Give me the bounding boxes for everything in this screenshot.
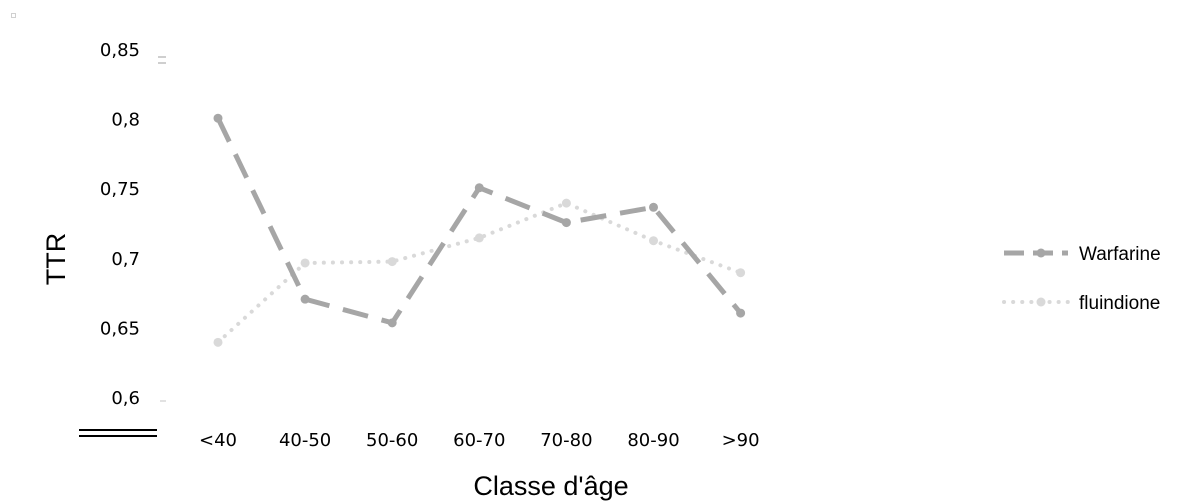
legend-marker-warfarine: [1036, 248, 1046, 258]
data-point-warfarine: [649, 202, 658, 212]
series-line-warfarine: [215, 117, 743, 326]
series-line-fluindione: [216, 200, 743, 345]
data-point-fluindione: [561, 198, 571, 208]
y-tick-label: 0,7: [111, 249, 140, 270]
data-point-warfarine: [300, 294, 310, 304]
data-point-fluindione: [387, 257, 397, 267]
legend: Warfarine fluindione: [1002, 244, 1161, 314]
legend-label-warfarine: Warfarine: [1079, 244, 1161, 265]
y-tick-label: 0,65: [100, 318, 140, 339]
legend-marker-fluindione: [1036, 297, 1046, 307]
data-point-fluindione: [300, 258, 310, 268]
data-point-fluindione: [213, 337, 223, 347]
x-tick-label: 70-80: [540, 430, 592, 451]
y-axis-ticks: 0,85 0,8 0,75 0,7 0,65 0,6: [100, 40, 140, 409]
data-point-warfarine: [213, 113, 223, 123]
data-point-warfarine: [387, 318, 397, 328]
x-tick-label: >90: [722, 430, 760, 451]
x-axis-title: Classe d'âge: [473, 471, 628, 501]
x-tick-label: 60-70: [453, 430, 505, 451]
data-point-fluindione: [649, 236, 658, 246]
data-point-warfarine: [474, 183, 484, 193]
x-axis-ticks: <40 40-50 50-60 60-70 70-80 80-90 >90: [199, 430, 760, 451]
y-tick-label: 0,8: [111, 110, 140, 131]
series-layer: [213, 113, 746, 347]
y-tick-label: 0,75: [100, 179, 140, 200]
corner-handle: [11, 13, 16, 18]
x-tick-label: <40: [199, 430, 237, 451]
data-point-fluindione: [736, 268, 746, 278]
x-tick-label: 80-90: [627, 430, 679, 451]
x-tick-label: 40-50: [279, 430, 331, 451]
axis-decorations: [79, 56, 166, 437]
data-point-fluindione: [474, 233, 484, 243]
legend-label-fluindione: fluindione: [1079, 293, 1160, 314]
y-axis-title: TTR: [41, 233, 71, 285]
y-tick-label: 0,6: [111, 388, 140, 409]
y-tick-label: 0,85: [100, 40, 140, 61]
data-point-warfarine: [736, 308, 746, 318]
data-point-warfarine: [561, 218, 571, 228]
x-tick-label: 50-60: [366, 430, 418, 451]
